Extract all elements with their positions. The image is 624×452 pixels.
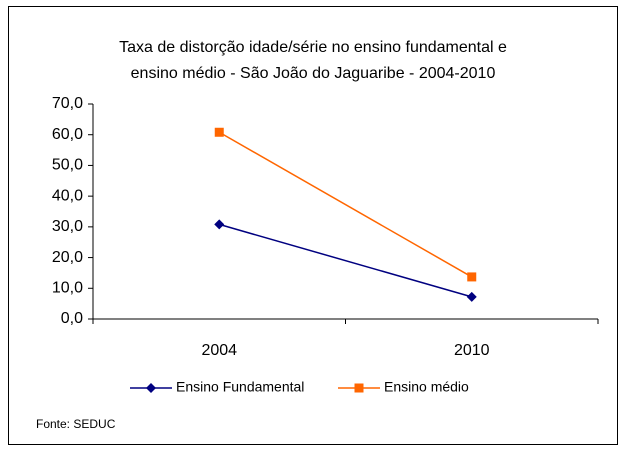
y-tick-label: 10,0	[52, 280, 83, 297]
y-tick-label: 40,0	[52, 187, 83, 204]
y-tick-label: 50,0	[52, 157, 83, 174]
y-tick-label: 30,0	[52, 218, 83, 235]
series-line	[219, 223, 472, 298]
y-tick-label: 70,0	[52, 95, 83, 112]
legend-label: Ensino médio	[384, 379, 469, 395]
y-tick-label: 20,0	[52, 249, 83, 266]
marker	[354, 383, 364, 393]
chart-frame	[8, 6, 618, 445]
y-tick-label: 0,0	[61, 310, 83, 327]
chart-title: Taxa de distorção idade/série no ensino …	[119, 39, 507, 56]
x-tick-label: 2010	[454, 342, 490, 359]
legend-label: Ensino Fundamental	[176, 379, 304, 395]
chart-title: ensino médio - São João do Jaguaribe - 2…	[131, 65, 496, 82]
marker	[214, 127, 224, 137]
x-tick-label: 2004	[201, 342, 237, 359]
marker	[214, 219, 225, 230]
marker	[146, 383, 156, 393]
series-line	[218, 131, 473, 278]
source-note: Fonte: SEDUC	[36, 417, 116, 431]
marker	[466, 291, 477, 302]
marker	[467, 272, 477, 282]
y-tick-label: 60,0	[52, 126, 83, 143]
